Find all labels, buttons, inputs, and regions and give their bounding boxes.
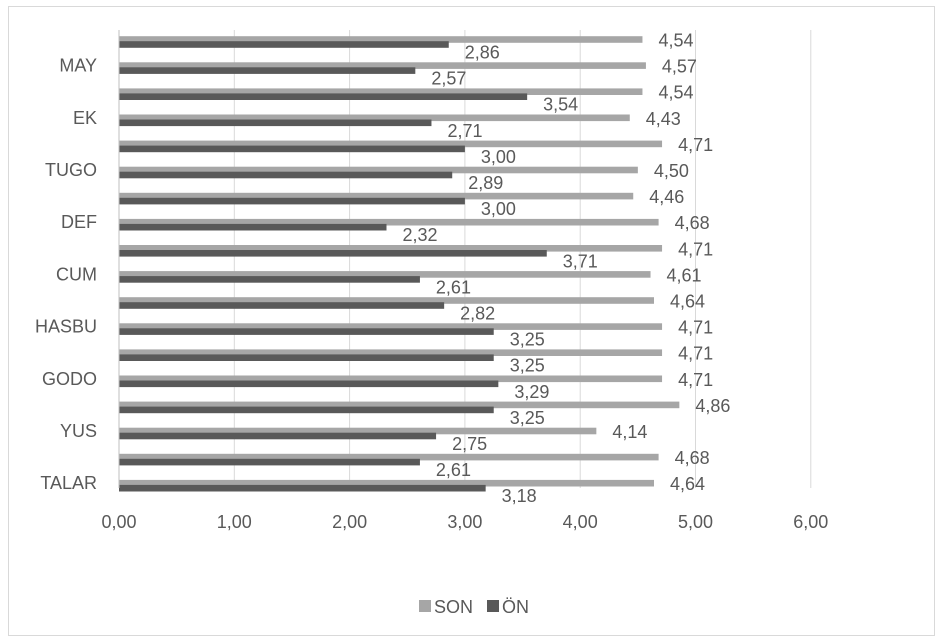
category-label: CUM [56, 264, 97, 284]
category-label: TUGO [45, 160, 97, 180]
data-label-on: 2,61 [436, 277, 471, 297]
data-label-on: 2,61 [436, 460, 471, 480]
data-label-on: 2,75 [452, 434, 487, 454]
bar-on [119, 93, 528, 100]
data-label-son: 4,64 [670, 292, 705, 312]
data-label-on: 2,82 [460, 304, 495, 324]
bar-on [119, 197, 465, 205]
category-label: MAY [59, 56, 97, 76]
data-label-son: 4,46 [649, 187, 684, 207]
bar-son [119, 349, 663, 356]
data-label-son: 4,14 [612, 422, 647, 442]
chart-frame [8, 6, 935, 636]
bar-on [119, 276, 420, 283]
x-tick-label: 1,00 [217, 512, 252, 532]
category-label: TALAR [40, 473, 97, 493]
bar-on [119, 406, 494, 414]
data-label-son: 4,43 [646, 109, 681, 129]
bar-on [119, 302, 445, 309]
data-label-son: 4,61 [667, 265, 702, 285]
bar-son [119, 245, 663, 252]
bar-on [119, 171, 453, 179]
data-label-on: 3,25 [510, 356, 545, 376]
data-label-son: 4,64 [670, 474, 705, 494]
category-label: GODO [42, 369, 97, 389]
bar-son [119, 62, 646, 69]
bar-son [119, 453, 659, 461]
x-tick-label: 2,00 [332, 512, 367, 532]
bar-son [119, 88, 643, 95]
bar-son [119, 271, 651, 278]
bar-on [119, 41, 449, 48]
data-label-on: 3,71 [563, 251, 598, 271]
bar-on [119, 223, 387, 231]
data-label-on: 2,32 [402, 225, 437, 245]
legend-swatch-on [487, 600, 499, 612]
data-label-son: 4,54 [658, 31, 693, 51]
data-label-son: 4,86 [695, 396, 730, 416]
data-label-son: 4,71 [678, 318, 713, 338]
bar-on [119, 328, 494, 335]
bar-on [119, 250, 547, 257]
bar-on [119, 484, 486, 492]
bar-son [119, 401, 680, 409]
bar-son [119, 218, 659, 226]
bar-son [119, 297, 654, 304]
data-label-son: 4,71 [678, 344, 713, 364]
x-tick-label: 3,00 [447, 512, 482, 532]
legend-swatch-son [419, 600, 431, 612]
x-tick-label: 0,00 [101, 512, 136, 532]
bar-son [119, 140, 663, 148]
bar-son [119, 479, 654, 487]
data-label-son: 4,57 [662, 57, 697, 77]
data-label-son: 4,68 [675, 213, 710, 233]
bar-son [119, 375, 663, 383]
category-label: HASBU [35, 317, 97, 337]
x-tick-label: 6,00 [793, 512, 828, 532]
bar-son [119, 114, 630, 122]
x-tick-label: 5,00 [678, 512, 713, 532]
bar-on [119, 380, 499, 388]
bar-son [119, 166, 638, 174]
data-label-on: 3,25 [510, 330, 545, 350]
bar-son [119, 427, 597, 435]
bar-son [119, 323, 663, 330]
category-label: EK [73, 108, 97, 128]
data-label-on: 3,29 [514, 382, 549, 402]
data-label-son: 4,54 [658, 83, 693, 103]
data-label-son: 4,50 [654, 161, 689, 181]
data-label-on: 3,00 [481, 147, 516, 167]
data-label-on: 3,25 [510, 408, 545, 428]
data-label-on: 2,89 [468, 173, 503, 193]
data-label-on: 2,86 [465, 43, 500, 63]
category-label: YUS [60, 421, 97, 441]
bar-on [119, 145, 465, 153]
data-label-son: 4,68 [675, 448, 710, 468]
x-tick-label: 4,00 [563, 512, 598, 532]
data-label-on: 3,18 [502, 486, 537, 506]
data-label-on: 2,71 [447, 121, 482, 141]
bar-on [119, 432, 437, 440]
legend-label-on: ÖN [502, 597, 529, 617]
data-label-son: 4,71 [678, 370, 713, 390]
data-label-on: 2,57 [431, 69, 466, 89]
data-label-on: 3,00 [481, 199, 516, 219]
data-label-son: 4,71 [678, 239, 713, 259]
category-label: DEF [61, 212, 97, 232]
bar-on [119, 67, 416, 74]
data-label-son: 4,71 [678, 135, 713, 155]
bar-on [119, 354, 494, 361]
bar-son [119, 192, 634, 200]
data-label-on: 3,54 [543, 95, 578, 115]
bar-on [119, 119, 432, 127]
bar-on [119, 458, 420, 466]
legend-label-son: SON [434, 597, 473, 617]
bar-son [119, 36, 643, 43]
